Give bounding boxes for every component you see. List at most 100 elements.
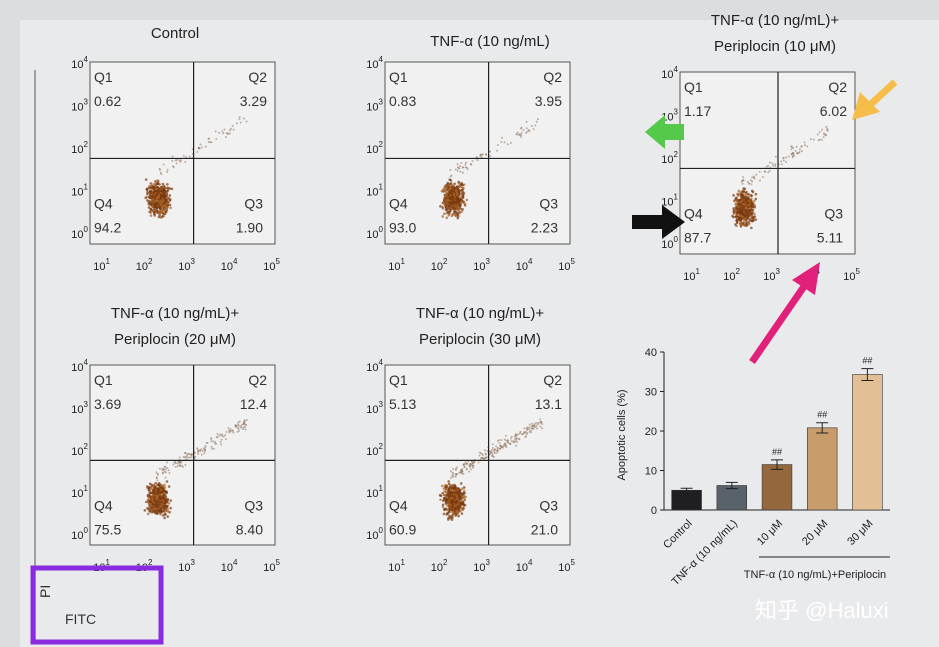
dot — [735, 206, 739, 210]
dot — [737, 202, 741, 205]
dot — [447, 213, 451, 217]
y-tick-label: 103 — [71, 400, 88, 416]
dot — [148, 510, 152, 513]
dot — [754, 218, 758, 221]
panel-title: Periplocin (20 μM) — [114, 331, 236, 348]
y-tick-label: 104 — [71, 55, 88, 71]
dot — [481, 153, 484, 156]
dot — [185, 156, 188, 159]
dot — [145, 187, 149, 191]
dot — [220, 443, 223, 446]
dot — [209, 437, 212, 440]
dot — [735, 219, 738, 222]
dot — [163, 483, 166, 487]
dot — [461, 194, 465, 198]
tick-exponent: 2 — [443, 558, 448, 567]
dot — [740, 222, 744, 226]
dot — [455, 509, 459, 512]
dot — [244, 425, 247, 428]
dot — [771, 162, 774, 165]
dot — [459, 482, 463, 485]
dot — [520, 131, 523, 134]
quadrant-value: 12.4 — [240, 396, 267, 412]
tick-exponent: 4 — [528, 558, 533, 567]
dot — [239, 121, 242, 124]
dot — [155, 471, 158, 474]
y-tick-label: 101 — [366, 183, 383, 199]
dot — [164, 497, 168, 501]
dot — [448, 493, 451, 497]
dot — [742, 198, 746, 202]
x-tick-label: 104 — [221, 558, 238, 574]
dot — [442, 512, 446, 516]
tick-base: 10 — [71, 404, 83, 416]
dot — [165, 480, 169, 483]
dot — [190, 453, 193, 456]
tick-exponent: 2 — [674, 150, 679, 159]
tick-base: 10 — [366, 229, 378, 241]
dot — [175, 162, 178, 165]
dot — [216, 432, 219, 435]
y-tick-label: 101 — [71, 484, 88, 500]
dot — [481, 452, 484, 455]
dot — [506, 143, 509, 146]
quadrant-value: 93.0 — [389, 219, 416, 235]
tick-exponent: 1 — [84, 183, 89, 192]
dot — [458, 211, 462, 214]
dot — [515, 133, 518, 136]
dot — [491, 447, 494, 450]
dot — [516, 441, 519, 444]
dot — [156, 491, 160, 495]
dot — [517, 437, 520, 440]
dot — [794, 150, 797, 153]
dot — [486, 449, 489, 452]
dot — [156, 182, 159, 185]
dot — [231, 124, 234, 127]
dot — [178, 159, 181, 162]
dot — [443, 507, 446, 511]
dot — [178, 456, 181, 459]
dot — [489, 155, 492, 158]
dot — [163, 212, 167, 216]
dot — [484, 152, 487, 155]
dot — [238, 116, 241, 119]
dot — [176, 462, 179, 465]
tick-exponent: 0 — [379, 225, 384, 234]
dot — [823, 133, 826, 136]
dot — [451, 491, 455, 494]
dot — [157, 487, 161, 491]
dot — [455, 473, 458, 476]
dot — [462, 486, 466, 489]
dot — [458, 196, 462, 200]
dot — [446, 204, 449, 208]
dot — [466, 168, 469, 171]
error-bar — [861, 368, 874, 381]
dot — [448, 507, 452, 510]
dot — [522, 432, 525, 435]
dot — [782, 159, 785, 162]
dot — [453, 489, 457, 492]
dot — [158, 467, 161, 470]
dot — [820, 138, 823, 141]
dot — [744, 193, 747, 197]
dot — [740, 203, 743, 207]
quadrant-label: Q3 — [539, 497, 558, 513]
dot — [761, 176, 764, 179]
dot — [207, 141, 210, 144]
dot — [453, 211, 456, 215]
dot — [463, 498, 466, 502]
dot — [520, 136, 523, 139]
dot — [746, 207, 749, 210]
dot — [456, 212, 459, 216]
dot — [161, 514, 165, 517]
dot — [199, 449, 202, 452]
dot — [152, 182, 155, 186]
x-tick-label: 102 — [431, 558, 448, 574]
bar — [716, 485, 748, 511]
dot — [148, 504, 151, 507]
tick-base: 10 — [366, 362, 378, 374]
dot — [532, 424, 535, 427]
dot — [750, 212, 754, 216]
tick-base: 10 — [473, 261, 485, 273]
